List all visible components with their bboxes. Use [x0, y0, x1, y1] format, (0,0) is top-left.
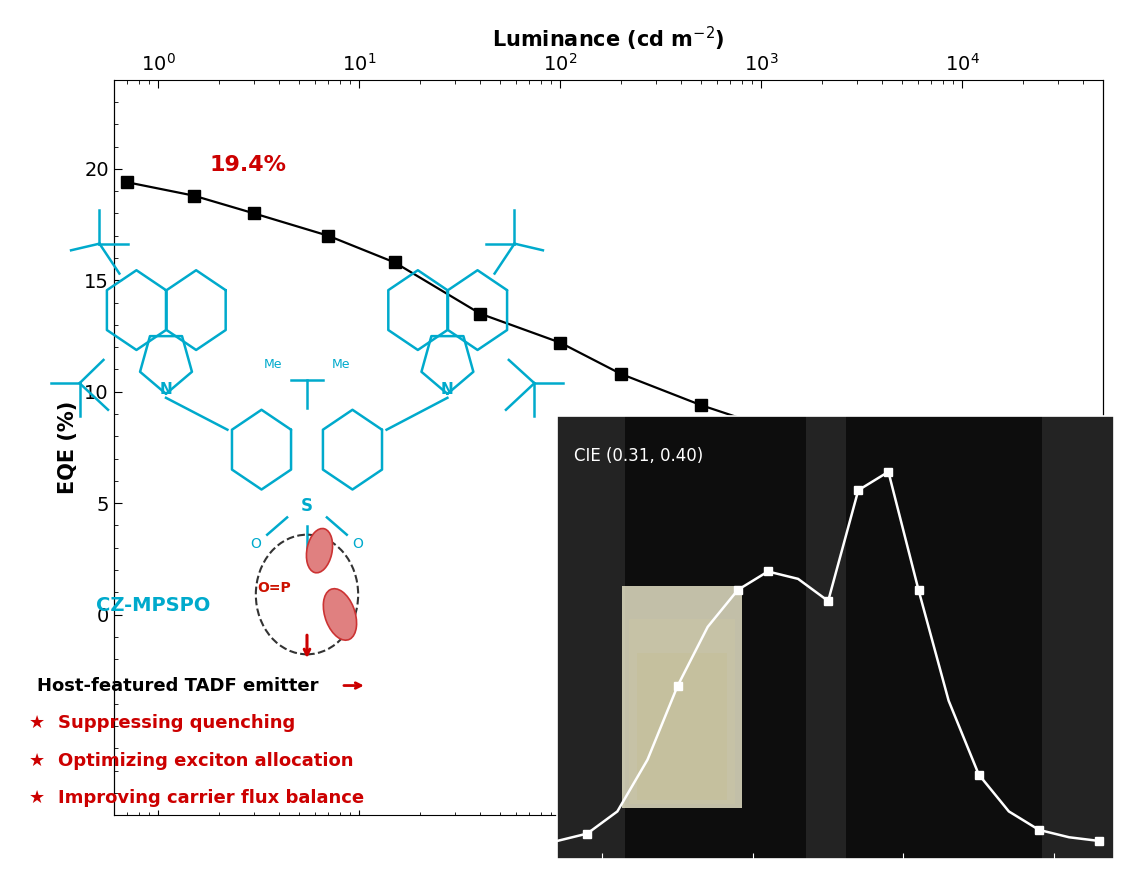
Text: 19.4%: 19.4% — [209, 155, 287, 175]
Text: ★: ★ — [28, 751, 45, 770]
Text: O=P: O=P — [257, 581, 291, 595]
Bar — [630, 619, 735, 804]
Text: Me: Me — [264, 358, 282, 371]
Bar — [637, 653, 728, 800]
Text: ★: ★ — [28, 714, 45, 733]
Text: Improving carrier flux balance: Improving carrier flux balance — [58, 789, 364, 807]
Text: Suppressing quenching: Suppressing quenching — [58, 714, 296, 733]
Bar — [806, 398, 846, 859]
Text: N: N — [159, 383, 173, 397]
Text: CZ-MPSPO: CZ-MPSPO — [97, 596, 210, 615]
Bar — [557, 398, 625, 859]
Ellipse shape — [323, 588, 357, 641]
Text: S: S — [301, 497, 313, 515]
Text: Host-featured TADF emitter: Host-featured TADF emitter — [36, 677, 318, 695]
Bar — [622, 587, 742, 808]
Text: O: O — [352, 537, 364, 551]
Ellipse shape — [306, 529, 333, 572]
Text: Optimizing exciton allocation: Optimizing exciton allocation — [58, 751, 354, 770]
Text: CIE (0.31, 0.40): CIE (0.31, 0.40) — [574, 447, 703, 465]
Text: ★: ★ — [28, 789, 45, 807]
Bar — [1041, 398, 1114, 859]
Text: O: O — [250, 537, 262, 551]
Y-axis label: EQE (%): EQE (%) — [58, 400, 78, 494]
X-axis label: Luminance (cd m$^{-2}$): Luminance (cd m$^{-2}$) — [492, 25, 724, 53]
Text: Me: Me — [332, 358, 350, 371]
Text: N: N — [441, 383, 454, 397]
